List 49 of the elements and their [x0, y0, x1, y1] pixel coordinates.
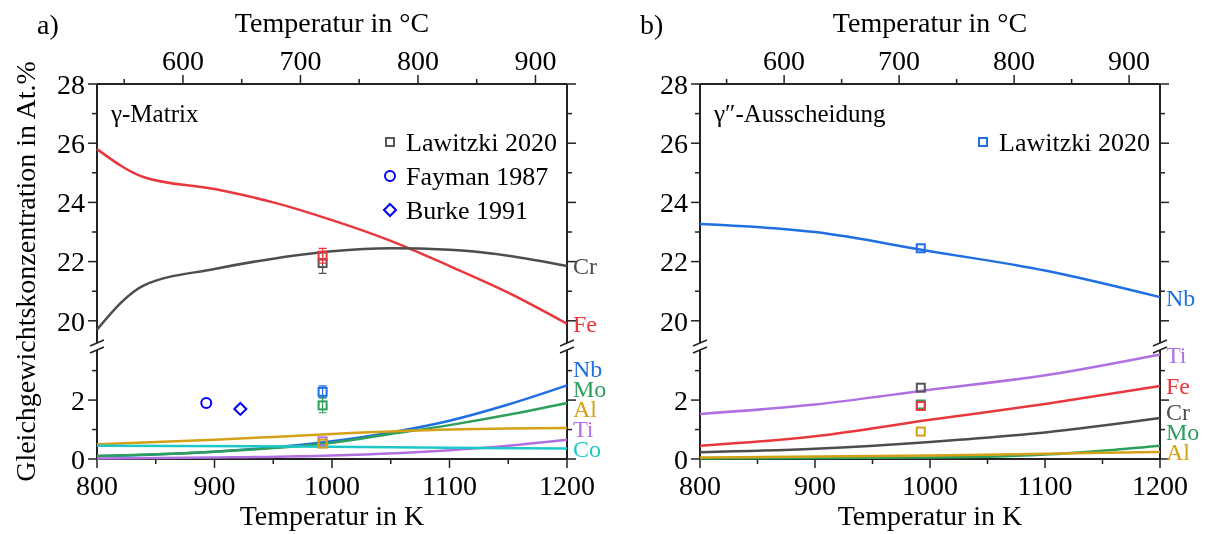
x2-tick-label: 700: [878, 45, 921, 76]
x2-tick-label: 900: [514, 45, 557, 76]
text: a): [37, 9, 59, 40]
x-tick-label: 900: [193, 470, 236, 501]
y-tick-label: 26: [660, 128, 688, 159]
series-label: Cr: [1166, 399, 1191, 426]
text: b): [640, 9, 664, 40]
y-tick-label: 22: [660, 246, 688, 278]
x2-tick-label: 600: [763, 45, 806, 76]
series-label: Fe: [1166, 373, 1190, 400]
x2-tick-label: 800: [993, 45, 1036, 76]
x2-tick-label: 900: [1108, 45, 1151, 76]
series-label: Fe: [573, 311, 597, 338]
x2-tick-label: 700: [279, 45, 322, 76]
x-tick-label: 1100: [1017, 470, 1073, 501]
y-tick-label: 20: [57, 305, 85, 337]
y-tick-label: 28: [57, 68, 85, 100]
legend-label: Lawitzki 2020: [999, 128, 1150, 158]
series-label: Nb: [573, 355, 603, 382]
annotation: γ-Matrix: [110, 100, 199, 127]
y-tick-label: 2: [674, 384, 688, 416]
y-tick-label: 2: [71, 384, 85, 416]
x-axis-title: Temperatur in K: [239, 500, 425, 531]
y-tick-label: 24: [57, 187, 85, 219]
legend-label: Burke 1991: [406, 196, 529, 226]
series-label: Cr: [573, 253, 598, 280]
annotation: γ″-Ausscheidung: [713, 100, 886, 127]
x-tick-label: 1000: [304, 470, 360, 501]
legend-label: Fayman 1987: [406, 162, 549, 192]
x2-tick-label: 800: [396, 45, 439, 76]
x-tick-label: 1200: [1132, 470, 1188, 501]
series-label: Ti: [1166, 341, 1187, 368]
y-tick-label: 20: [660, 305, 688, 337]
x2-axis-title: Temperatur in °C: [832, 7, 1028, 38]
series-label: Al: [1166, 439, 1191, 466]
x-tick-label: 1000: [902, 470, 958, 501]
x-tick-label: 1100: [422, 470, 477, 501]
legend-label: Lawitzki 2020: [406, 128, 557, 158]
x2-axis-title: Temperatur in °C: [234, 7, 430, 38]
series-label: Nb: [1166, 284, 1196, 311]
y-tick-label: 22: [57, 246, 85, 278]
y-tick-label: 26: [57, 128, 85, 159]
y-tick-label: 28: [660, 68, 688, 100]
y-tick-label: 24: [660, 187, 688, 219]
x-axis-title: Temperatur in K: [837, 500, 1023, 531]
x2-tick-label: 600: [161, 45, 204, 76]
y-axis-title: Gleichgewichtskonzentration in At.%: [10, 61, 41, 482]
x-tick-label: 900: [794, 470, 836, 501]
x-tick-label: 1200: [539, 470, 595, 501]
